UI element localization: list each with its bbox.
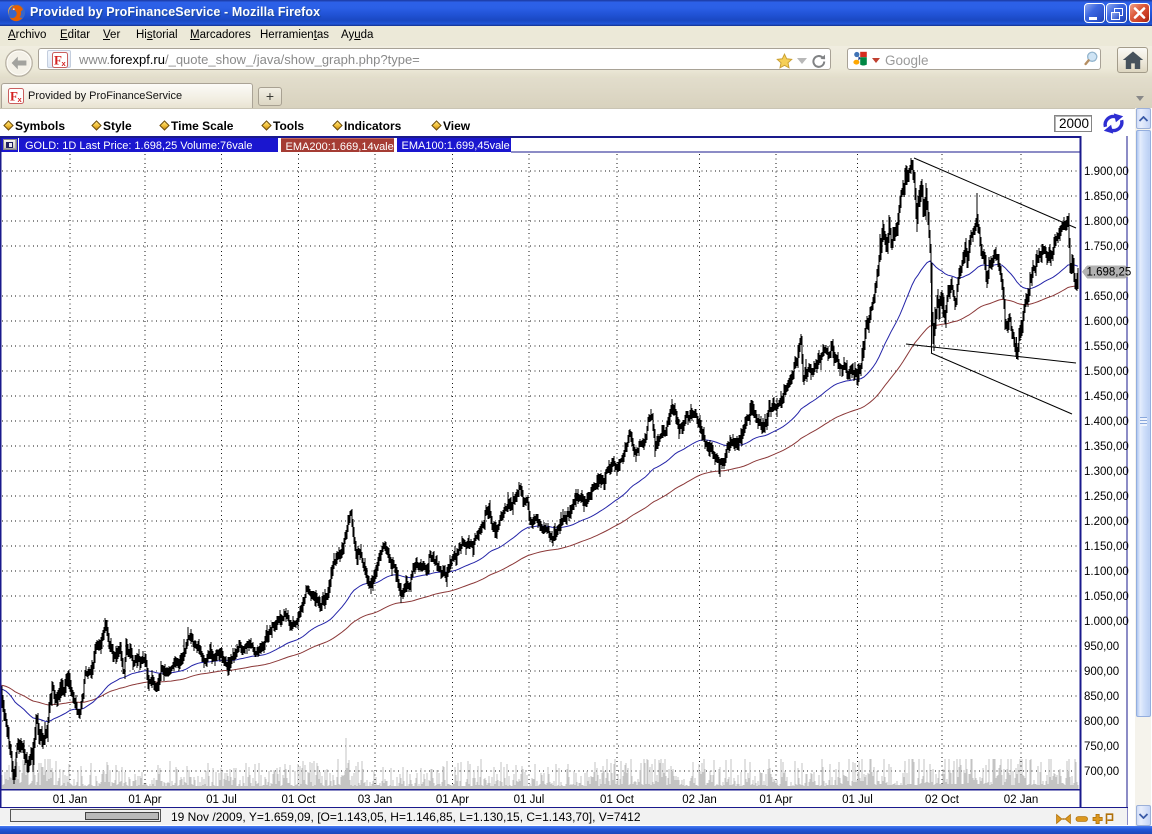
svg-text:01 Oct: 01 Oct — [282, 794, 317, 806]
svg-text:1.750,00: 1.750,00 — [1084, 241, 1129, 253]
svg-text:750,00: 750,00 — [1084, 741, 1119, 753]
svg-text:1.600,00: 1.600,00 — [1084, 316, 1129, 328]
svg-text:800,00: 800,00 — [1084, 716, 1119, 728]
svg-text:x: x — [18, 95, 23, 104]
svg-text:900,00: 900,00 — [1084, 666, 1119, 678]
svg-text:1.050,00: 1.050,00 — [1084, 591, 1129, 603]
svg-text:01 Apr: 01 Apr — [128, 794, 161, 806]
svg-text:02 Jan: 02 Jan — [682, 794, 717, 806]
svg-text:01 Jul: 01 Jul — [206, 794, 237, 806]
svg-text:03 Jan: 03 Jan — [358, 794, 393, 806]
svg-text:1.450,00: 1.450,00 — [1084, 391, 1129, 403]
svg-text:850,00: 850,00 — [1084, 691, 1119, 703]
svg-text:1.000,00: 1.000,00 — [1084, 616, 1129, 628]
svg-text:1.800,00: 1.800,00 — [1084, 216, 1129, 228]
svg-text:1.250,00: 1.250,00 — [1084, 491, 1129, 503]
svg-text:1.850,00: 1.850,00 — [1084, 191, 1129, 203]
svg-text:1.698,25: 1.698,25 — [1087, 267, 1132, 279]
svg-text:1.650,00: 1.650,00 — [1084, 291, 1129, 303]
svg-text:01 Apr: 01 Apr — [436, 794, 469, 806]
svg-text:1.200,00: 1.200,00 — [1084, 516, 1129, 528]
svg-text:01 Jul: 01 Jul — [514, 794, 545, 806]
svg-text:F: F — [54, 52, 62, 67]
svg-text:1.100,00: 1.100,00 — [1084, 566, 1129, 578]
svg-text:01 Oct: 01 Oct — [600, 794, 635, 806]
svg-text:1.350,00: 1.350,00 — [1084, 441, 1129, 453]
svg-text:1.300,00: 1.300,00 — [1084, 466, 1129, 478]
svg-text:02 Oct: 02 Oct — [925, 794, 960, 806]
svg-text:1.900,00: 1.900,00 — [1084, 166, 1129, 178]
svg-text:F: F — [10, 89, 18, 104]
svg-text:x: x — [62, 59, 67, 68]
svg-text:700,00: 700,00 — [1084, 766, 1119, 778]
svg-text:1.400,00: 1.400,00 — [1084, 416, 1129, 428]
svg-text:02 Jan: 02 Jan — [1004, 794, 1039, 806]
svg-text:950,00: 950,00 — [1084, 641, 1119, 653]
svg-text:1.550,00: 1.550,00 — [1084, 341, 1129, 353]
svg-text:01 Jul: 01 Jul — [842, 794, 873, 806]
svg-text:01 Apr: 01 Apr — [759, 794, 792, 806]
svg-text:1.500,00: 1.500,00 — [1084, 366, 1129, 378]
svg-text:01 Jan: 01 Jan — [53, 794, 88, 806]
svg-text:1.150,00: 1.150,00 — [1084, 541, 1129, 553]
